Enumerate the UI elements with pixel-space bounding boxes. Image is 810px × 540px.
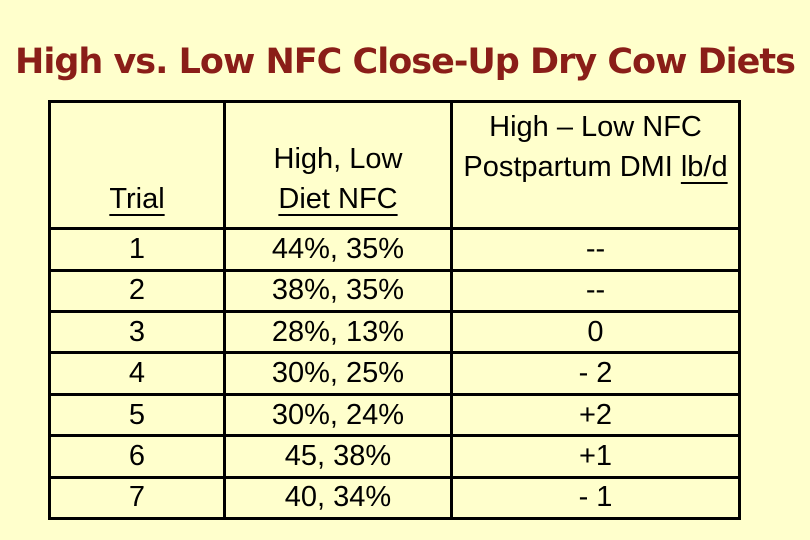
column-header-dmi-line2: Postpartum DMI lb/d [459,147,732,187]
cell-trial: 2 [48,268,226,314]
cell-dmi-diff: - 2 [450,351,741,396]
cell-diet-nfc: 44%, 35% [223,227,453,272]
table-row: 5 30%, 24% +2 [48,392,741,438]
column-header-dmi: High – Low NFC Postpartum DMI lb/d [450,99,741,231]
column-header-trial: Trial [48,99,226,231]
slide-title: High vs. Low NFC Close-Up Dry Cow Diets [15,42,796,82]
cell-diet-nfc: 30%, 25% [223,351,453,396]
cell-dmi-diff: 0 [450,310,741,355]
table-row: 1 44%, 35% -- [48,227,741,272]
cell-diet-nfc: 45, 38% [223,434,453,479]
table-row: 7 40, 34% - 1 [48,475,741,521]
cell-dmi-diff: -- [450,227,741,272]
cell-trial: 7 [48,475,226,521]
cell-dmi-diff: -- [450,268,741,314]
cell-trial: 5 [48,392,226,438]
column-header-dmi-line2-prefix: Postpartum DMI [463,151,673,183]
cell-dmi-diff: - 1 [450,475,741,521]
cell-diet-nfc: 40, 34% [223,475,453,521]
column-header-diet-nfc: High, Low Diet NFC [223,99,453,231]
table-header-row: Trial High, Low Diet NFC High – Low NFC … [48,99,741,231]
cell-trial: 1 [48,227,226,272]
table-row: 4 30%, 25% - 2 [48,351,741,396]
column-header-diet-line1: High, Low [273,143,403,176]
nfc-trials-table: Trial High, Low Diet NFC High – Low NFC … [48,99,741,521]
cell-diet-nfc: 30%, 24% [223,392,453,438]
table-row: 2 38%, 35% -- [48,268,741,314]
column-header-trial-label: Trial [109,183,165,216]
column-header-dmi-line1: High – Low NFC [489,111,702,143]
cell-trial: 4 [48,351,226,396]
cell-diet-nfc: 38%, 35% [223,268,453,314]
cell-dmi-diff: +1 [450,434,741,479]
table-row: 3 28%, 13% 0 [48,310,741,355]
cell-trial: 6 [48,434,226,479]
column-header-dmi-unit: lb/d [680,151,728,183]
column-header-diet-line2: Diet NFC [278,183,398,216]
table-row: 6 45, 38% +1 [48,434,741,479]
cell-dmi-diff: +2 [450,392,741,438]
cell-trial: 3 [48,310,226,355]
cell-diet-nfc: 28%, 13% [223,310,453,355]
